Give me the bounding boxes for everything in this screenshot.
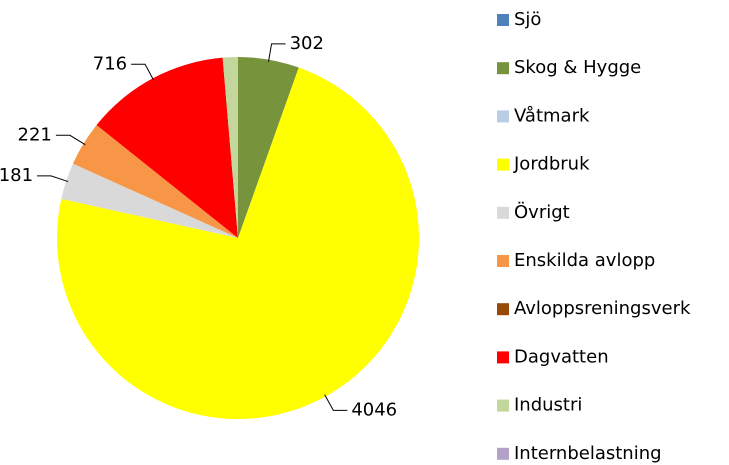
pie-slice	[56, 67, 419, 419]
legend-swatch	[497, 303, 509, 316]
legend-label: Sjö	[514, 9, 541, 30]
pie-slice	[238, 57, 299, 238]
data-label: 221	[18, 124, 52, 145]
legend-label: Avloppsreningsverk	[514, 298, 691, 319]
legend-swatch	[497, 351, 509, 364]
data-label: 181	[0, 165, 33, 186]
leader-line	[131, 63, 155, 81]
pie-slice	[72, 125, 238, 238]
legend-swatch	[497, 110, 509, 123]
legend-label: Industri	[514, 395, 582, 416]
leader-line	[37, 175, 69, 183]
legend-swatch	[497, 158, 509, 171]
legend-label: Skog & Hygge	[514, 57, 641, 78]
leader-line	[55, 134, 86, 146]
pie-slice	[96, 57, 239, 238]
data-label: 716	[93, 53, 127, 74]
legend-label: Dagvatten	[514, 346, 609, 367]
legend-swatch	[497, 62, 509, 75]
legend-swatch	[497, 14, 509, 26]
legend-label: Internbelastning	[514, 443, 662, 464]
leader-line	[324, 394, 348, 411]
pie-slice	[61, 163, 238, 238]
legend-label: Övrigt	[514, 201, 570, 223]
legend-swatch	[497, 255, 509, 267]
legend-label: Våtmark	[514, 105, 590, 126]
data-label: 302	[290, 33, 324, 54]
data-label: 4046	[351, 399, 397, 420]
legend-swatch	[497, 206, 509, 219]
leader-line	[268, 43, 286, 62]
legend-label: Enskilda avlopp	[514, 250, 655, 271]
legend-swatch	[497, 447, 509, 460]
legend-swatch	[497, 399, 509, 412]
pie-slice	[222, 57, 238, 238]
legend-label: Jordbruk	[513, 154, 590, 175]
